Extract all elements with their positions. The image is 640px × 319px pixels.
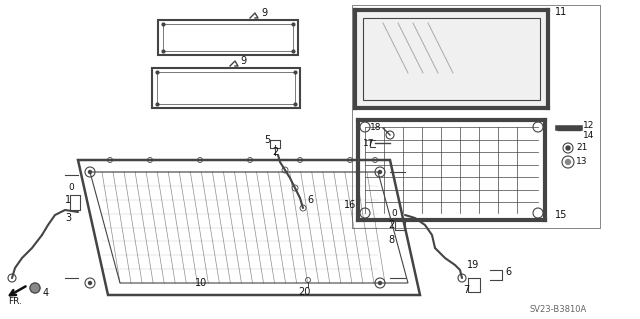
Text: 14: 14 <box>583 130 595 139</box>
Text: 13: 13 <box>576 158 588 167</box>
Text: 21: 21 <box>576 144 588 152</box>
Circle shape <box>88 281 92 285</box>
Text: 20: 20 <box>298 287 310 297</box>
Text: 12: 12 <box>583 122 595 130</box>
Text: SV23-B3810A: SV23-B3810A <box>530 306 588 315</box>
Text: 4: 4 <box>43 288 49 298</box>
Circle shape <box>566 146 570 150</box>
Polygon shape <box>355 10 548 108</box>
Circle shape <box>378 170 381 174</box>
Circle shape <box>30 283 40 293</box>
Circle shape <box>378 281 381 285</box>
Text: 2: 2 <box>272 147 278 157</box>
Text: 1: 1 <box>65 195 71 205</box>
Text: 16: 16 <box>344 200 356 210</box>
Circle shape <box>566 160 570 165</box>
Text: 0: 0 <box>68 183 74 192</box>
Text: FR.: FR. <box>8 298 22 307</box>
Text: 8: 8 <box>388 235 394 245</box>
Text: 2: 2 <box>388 220 394 230</box>
Text: 9: 9 <box>261 8 267 18</box>
Text: 6: 6 <box>505 267 511 277</box>
Text: 11: 11 <box>555 7 567 17</box>
Text: 15: 15 <box>555 210 568 220</box>
Circle shape <box>88 170 92 174</box>
Text: 18: 18 <box>370 122 381 131</box>
Text: 10: 10 <box>195 278 207 288</box>
Text: 0: 0 <box>391 209 397 218</box>
Text: 3: 3 <box>65 213 71 223</box>
Bar <box>352 5 600 228</box>
Text: 5: 5 <box>264 135 270 145</box>
Text: 7: 7 <box>463 285 469 295</box>
Text: 9: 9 <box>240 56 246 66</box>
Text: 19: 19 <box>467 260 479 270</box>
Text: 17: 17 <box>363 138 374 147</box>
Text: 6: 6 <box>307 195 313 205</box>
